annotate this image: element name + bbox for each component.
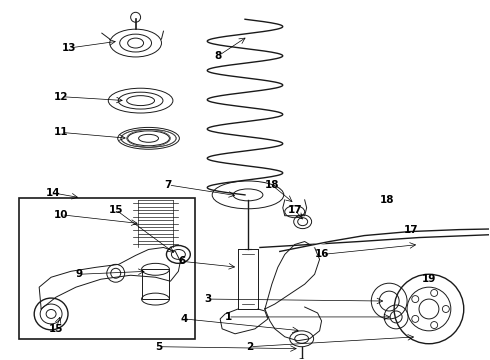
Text: 17: 17 [288, 205, 302, 215]
Text: 8: 8 [215, 51, 222, 61]
Text: 17: 17 [404, 225, 418, 235]
Text: 2: 2 [246, 342, 254, 352]
Text: 3: 3 [205, 294, 212, 304]
Text: 5: 5 [155, 342, 162, 352]
Text: 18: 18 [265, 180, 279, 190]
Text: 6: 6 [179, 256, 186, 266]
Text: 14: 14 [46, 188, 60, 198]
Bar [142, 269, 170, 299]
Text: 13: 13 [62, 43, 76, 53]
Bar [19, 198, 196, 339]
Text: 15: 15 [108, 205, 123, 215]
Text: 4: 4 [181, 314, 188, 324]
Text: 15: 15 [49, 324, 63, 334]
Text: 19: 19 [422, 274, 436, 284]
Text: 12: 12 [54, 92, 68, 102]
Text: 18: 18 [380, 195, 394, 205]
Text: 10: 10 [54, 210, 68, 220]
Text: 7: 7 [165, 180, 172, 190]
Text: 9: 9 [75, 269, 82, 279]
Text: 11: 11 [54, 127, 68, 138]
Text: 1: 1 [224, 312, 232, 322]
Text: 16: 16 [315, 249, 330, 260]
